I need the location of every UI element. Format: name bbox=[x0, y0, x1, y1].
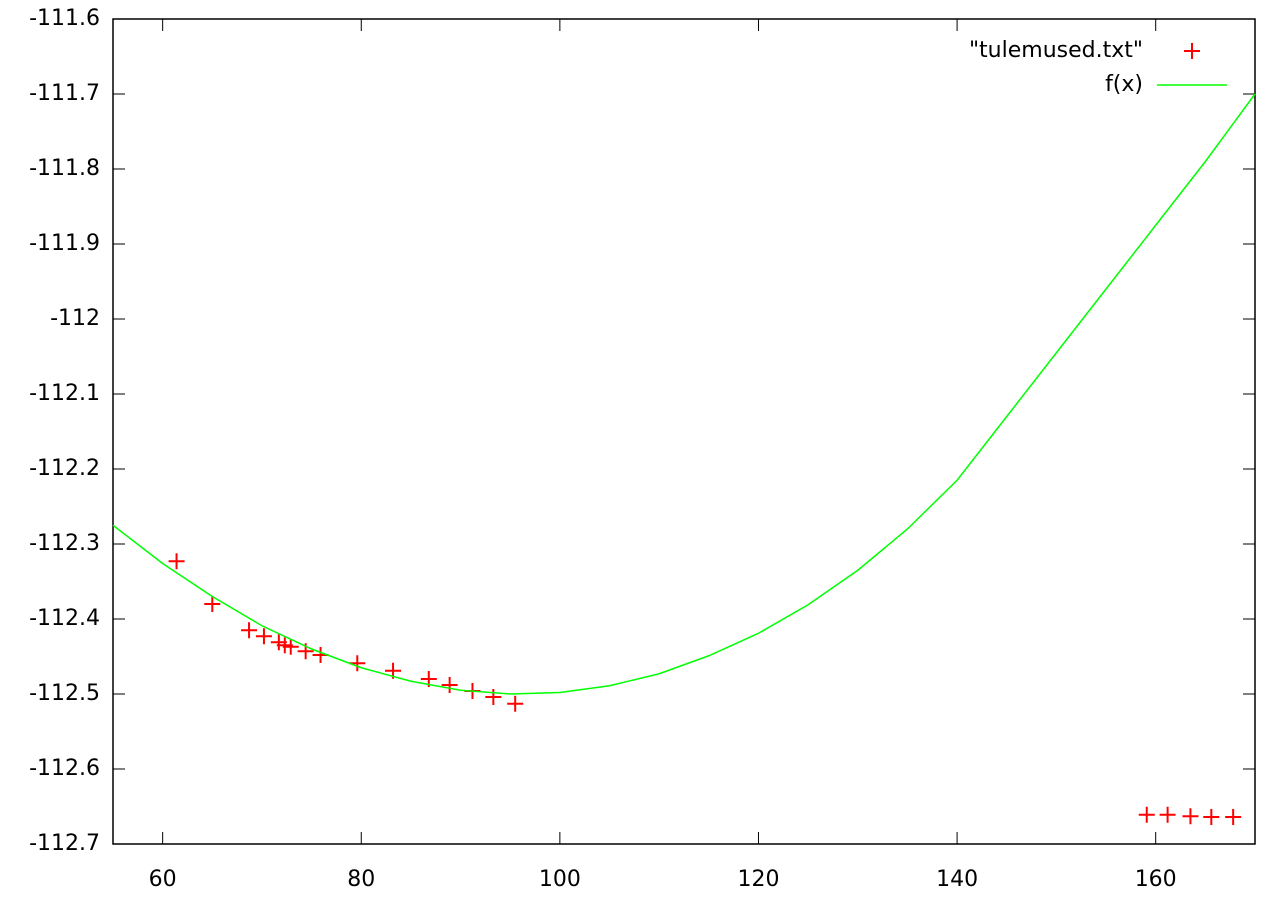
data-point bbox=[349, 655, 366, 672]
data-point bbox=[441, 677, 458, 693]
y-tick-label: -112.6 bbox=[29, 756, 100, 781]
data-point bbox=[1138, 806, 1155, 823]
data-point bbox=[1203, 809, 1220, 825]
x-tick-label: 120 bbox=[737, 867, 779, 892]
data-point bbox=[282, 638, 299, 655]
x-tick-label: 80 bbox=[347, 867, 375, 892]
data-point bbox=[255, 628, 272, 645]
plot-frame bbox=[112, 18, 1256, 845]
fit-line bbox=[112, 93, 1256, 695]
data-point bbox=[485, 689, 502, 705]
y-tick-label: -112.2 bbox=[29, 456, 100, 481]
data-point bbox=[241, 622, 258, 639]
x-tick-label: 140 bbox=[936, 867, 978, 892]
legend-swatch bbox=[1184, 43, 1200, 59]
legend-label: f(x) bbox=[1105, 72, 1143, 97]
y-tick-label: -111.9 bbox=[29, 231, 100, 256]
data-point bbox=[1225, 809, 1242, 825]
y-tick-label: -112.3 bbox=[29, 531, 100, 556]
data-point bbox=[1159, 806, 1176, 823]
data-point bbox=[168, 553, 185, 570]
y-tick-label: -112.7 bbox=[29, 831, 100, 856]
y-tick-label: -111.6 bbox=[29, 6, 100, 31]
y-tick-label: -111.7 bbox=[29, 81, 100, 106]
data-point bbox=[507, 695, 524, 712]
y-tick-label: -112 bbox=[50, 306, 100, 331]
x-tick-label: 100 bbox=[539, 867, 581, 892]
data-point bbox=[204, 596, 221, 612]
data-point bbox=[1182, 808, 1199, 825]
y-tick-label: -112.5 bbox=[29, 681, 100, 706]
x-tick-label: 60 bbox=[149, 867, 177, 892]
x-tick-label: 160 bbox=[1135, 867, 1177, 892]
legend-label: "tulemused.txt" bbox=[969, 38, 1143, 63]
y-tick-label: -112.1 bbox=[29, 381, 100, 406]
y-tick-label: -111.8 bbox=[29, 156, 100, 181]
y-tick-label: -112.4 bbox=[29, 606, 100, 631]
